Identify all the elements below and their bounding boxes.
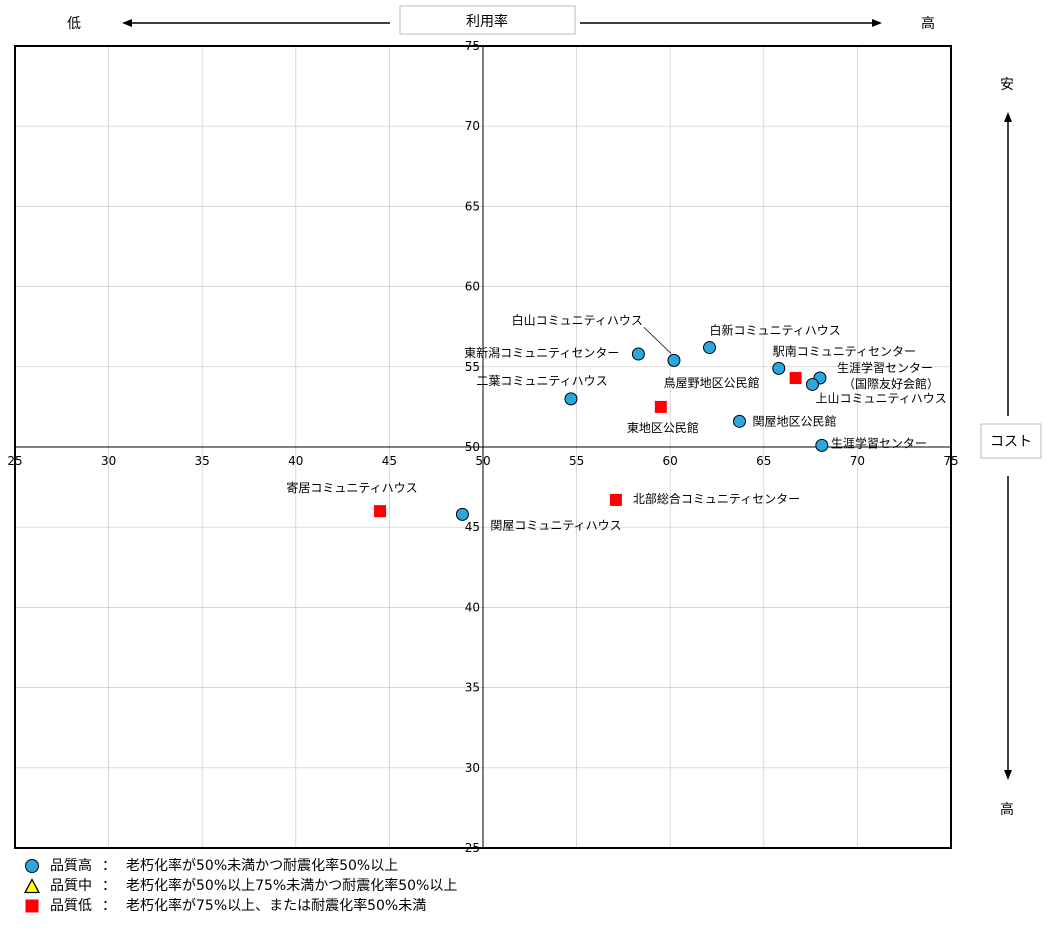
legend-name: 品質高 bbox=[50, 858, 92, 874]
y-down-arrowhead bbox=[1004, 770, 1012, 780]
y-tick-label: 60 bbox=[465, 280, 480, 294]
point-label: 生涯学習センター（国際友好会館） bbox=[837, 360, 939, 391]
y-tick-label: 55 bbox=[465, 360, 480, 374]
low-quality-marker bbox=[609, 493, 622, 506]
x-tick-label: 30 bbox=[101, 454, 116, 468]
legend-separator: ： bbox=[102, 898, 116, 914]
high-quality-marker bbox=[772, 361, 786, 375]
x-tick-label: 75 bbox=[943, 454, 958, 468]
low-quality-marker bbox=[789, 372, 802, 385]
low-quality-marker bbox=[374, 505, 387, 518]
legend-name: 品質低 bbox=[50, 898, 92, 914]
point-label: 東新潟コミュニティセンター bbox=[464, 345, 619, 360]
data-markers bbox=[374, 341, 829, 521]
x-tick-label: 70 bbox=[850, 454, 865, 468]
point-label: 生涯学習センター bbox=[831, 435, 927, 450]
y-tick-label: 70 bbox=[465, 119, 480, 133]
circle-marker-icon bbox=[24, 858, 40, 874]
high-quality-marker bbox=[455, 507, 469, 521]
tick-labels: 25 30 35 40 45 50 55 60 65 70 75 25 30 35 40 45 50 55 60 65… bbox=[7, 39, 958, 855]
x-tick-label: 60 bbox=[663, 454, 678, 468]
x-left-arrowhead bbox=[122, 19, 132, 27]
legend-name: 品質中 bbox=[50, 878, 92, 894]
x-tick-label: 50 bbox=[475, 454, 490, 468]
point-label: 関屋コミュニティハウス bbox=[490, 518, 621, 532]
legend-separator: ： bbox=[102, 858, 116, 874]
point-label: 東地区公民館 bbox=[627, 420, 699, 435]
x-axis-title: 利用率 bbox=[466, 13, 508, 30]
point-label: 二葉コミュニティハウス bbox=[476, 374, 607, 388]
y-tick-label: 45 bbox=[465, 520, 480, 534]
y-tick-label: 50 bbox=[465, 440, 480, 454]
x-title-box bbox=[399, 5, 576, 35]
point-label: 駅南コミュニティセンター bbox=[773, 343, 916, 358]
legend-item-high: 品質高 ： 老朽化率が50%未満かつ耐震化率50%以上 bbox=[24, 856, 457, 876]
legend-item-low: 品質低 ： 老朽化率が75%以上、または耐震化率50%未満 bbox=[24, 896, 457, 916]
high-quality-marker bbox=[805, 377, 819, 391]
crosshair-lines bbox=[15, 46, 951, 848]
legend-separator: ： bbox=[102, 878, 116, 894]
legend: 品質高 ： 老朽化率が50%未満かつ耐震化率50%以上 品質中 ： 老朽化率が5… bbox=[23, 856, 458, 916]
y-tick-label: 35 bbox=[465, 681, 480, 695]
legend-item-mid: 品質中 ： 老朽化率が50%以上75%未満かつ耐震化率50%以上 bbox=[23, 876, 458, 896]
triangle-marker-icon bbox=[23, 878, 41, 894]
y-tick-label: 65 bbox=[465, 199, 480, 213]
high-quality-marker bbox=[732, 414, 746, 428]
high-quality-marker bbox=[564, 392, 578, 406]
point-label: 関屋地区公民館 bbox=[752, 413, 836, 428]
y-axis-title: コスト bbox=[990, 434, 1032, 450]
x-tick-label: 40 bbox=[288, 454, 303, 468]
y-up-arrowhead bbox=[1004, 112, 1012, 122]
y-title-box bbox=[980, 423, 1042, 459]
x-right-arrowhead bbox=[872, 19, 882, 27]
y-tick-label: 30 bbox=[465, 761, 480, 775]
high-quality-marker bbox=[667, 353, 681, 367]
point-label: 鳥屋野地区公民館 bbox=[664, 375, 760, 390]
leader-line bbox=[643, 327, 672, 354]
point-label: 上山コミュニティハウス bbox=[815, 391, 946, 405]
x-tick-label: 65 bbox=[756, 454, 771, 468]
x-tick-label: 45 bbox=[382, 454, 397, 468]
legend-description: 老朽化率が50%以上75%未満かつ耐震化率50%以上 bbox=[126, 878, 458, 894]
x-tick-label: 55 bbox=[569, 454, 584, 468]
point-label: 寄居コミュニティハウス bbox=[286, 480, 417, 495]
y-tick-label: 40 bbox=[465, 600, 480, 614]
high-quality-marker bbox=[703, 341, 717, 355]
low-quality-marker bbox=[654, 400, 667, 413]
point-label: 白新コミュニティハウス bbox=[710, 323, 841, 338]
high-quality-marker bbox=[631, 347, 645, 361]
x-tick-label: 25 bbox=[7, 454, 22, 468]
x-high-label: 高 bbox=[921, 15, 935, 32]
y-tick-label: 25 bbox=[465, 841, 480, 855]
y-bottom-label: 高 bbox=[1000, 801, 1014, 818]
legend-description: 老朽化率が75%以上、または耐震化率50%未満 bbox=[126, 898, 427, 914]
legend-description: 老朽化率が50%未満かつ耐震化率50%以上 bbox=[126, 858, 399, 874]
x-low-label: 低 bbox=[67, 16, 81, 32]
y-top-label: 安 bbox=[1000, 77, 1014, 93]
y-tick-label: 75 bbox=[465, 39, 480, 53]
square-marker-icon bbox=[24, 898, 40, 914]
point-label: 北部総合コミュニティセンター bbox=[633, 491, 800, 506]
high-quality-marker bbox=[815, 438, 829, 452]
point-label: 白山コミュニティハウス bbox=[512, 312, 643, 327]
x-tick-label: 35 bbox=[195, 454, 210, 468]
